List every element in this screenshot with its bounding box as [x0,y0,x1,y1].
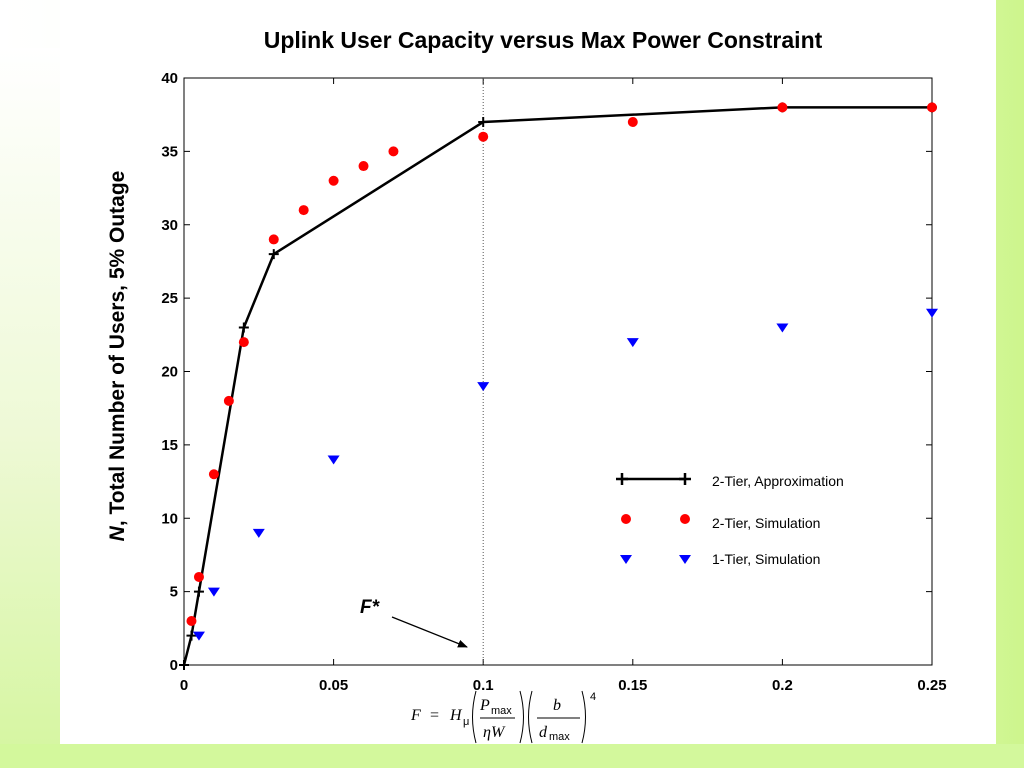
data-point-approximation [238,322,249,333]
y-tick-label: 0 [170,657,178,674]
data-point-2tier-simulation [208,469,219,480]
formula-d: d [539,724,548,741]
data-point-2tier-simulation [328,175,339,186]
y-tick-label: 15 [161,437,178,454]
legend-marker-plus-1 [616,473,628,485]
data-point-1tier-simulation [926,308,938,318]
formula-b: b [553,697,561,714]
data-point-1tier-simulation [776,323,789,333]
formula-paren-open-1 [472,690,477,744]
formula-equals: = [430,707,439,724]
data-point-approximation [478,117,489,128]
plot-frame [183,77,933,666]
data-point-approximation [186,630,197,641]
formula-paren-close-2 [581,690,586,744]
formula-etaW: ηW [483,724,506,741]
legend: 2-Tier, Approximation 2-Tier, Simulation… [616,473,844,567]
background-strip-left [0,48,60,748]
data-point-2tier-simulation [927,102,937,113]
data-point-1tier-simulation [207,587,220,597]
x-tick-label: 0.25 [917,677,946,694]
plot-area: 0 0.05 0.1 0.15 0.2 0.25 0 5 10 15 20 25 30 35 40 [161,70,946,694]
y-tick-label: 35 [161,143,178,160]
legend-label-approximation: 2-Tier, Approximation [712,473,844,489]
data-point-1tier-simulation [477,382,490,392]
y-tick-label: 30 [161,217,178,234]
x-tick-label: 0.15 [618,677,647,694]
formula-Pmax-sub: max [491,705,512,717]
legend-marker-circle-1 [621,514,631,524]
y-tick-label: 5 [170,584,178,601]
y-axis-label-text: Total Number of Users, 5% Outage [106,171,129,515]
f-star-annotation: F* [360,597,468,648]
slide-panel [60,0,996,744]
f-star-label: F* [360,597,381,618]
background-strip-bottom [0,744,1024,768]
legend-marker-circle-2 [680,514,690,524]
data-point-2tier-simulation [193,571,204,582]
data-point-1tier-simulation [327,455,340,465]
data-point-2tier-simulation [223,395,234,406]
formula-paren-close-1 [519,690,524,744]
data-point-approximation [179,660,189,670]
formula-dmax-sub: max [549,731,570,743]
x-tick-label: 0.2 [772,677,793,694]
formula-mu: μ [463,716,469,728]
data-point-approximation [193,586,204,597]
legend-label-1tier-simulation: 1-Tier, Simulation [712,551,820,567]
data-point-2tier-simulation [186,615,197,626]
legend-item-1tier-simulation: 1-Tier, Simulation [620,551,820,567]
x-tick-label: 0 [180,677,188,694]
x-tick-label: 0.1 [473,677,494,694]
data-point-1tier-simulation [252,528,265,538]
y-tick-label: 20 [161,364,178,381]
y-axis-label-sep: , [106,515,129,527]
formula-P: P [479,697,490,714]
series-line-approximation [182,106,932,666]
data-point-2tier-simulation [777,102,788,113]
legend-marker-triangle-1 [620,555,632,564]
formula-paren-open-2 [528,690,533,744]
chart-title: Uplink User Capacity versus Max Power Co… [264,27,823,53]
legend-label-2tier-simulation: 2-Tier, Simulation [712,515,820,531]
data-point-1tier-simulation [626,338,639,348]
data-point-2tier-simulation [298,205,309,216]
data-point-2tier-simulation [627,117,638,128]
data-point-2tier-simulation [478,131,489,142]
y-axis-label: N, Total Number of Users, 5% Outage [106,171,129,542]
formula-exponent: 4 [590,691,596,703]
y-tick-label: 10 [161,510,178,527]
legend-item-2tier-simulation: 2-Tier, Simulation [621,514,820,531]
legend-marker-triangle-2 [679,555,691,564]
data-point-2tier-simulation [238,337,249,348]
data-point-2tier-simulation [268,234,279,245]
legend-marker-plus-2 [679,473,691,485]
x-axis-formula: F = H μ P max ηW b d max 4 [410,690,596,744]
data-point-2tier-simulation [358,161,369,172]
x-tick-label: 0.05 [319,677,348,694]
y-tick-label: 40 [161,70,178,87]
data-point-approximation [268,249,279,260]
data-point-2tier-simulation [388,146,399,157]
data-point-1tier-simulation [192,631,205,641]
f-star-arrow [391,616,468,648]
legend-item-approximation: 2-Tier, Approximation [616,473,844,489]
y-tick-label: 25 [161,290,178,307]
formula-H: H [449,707,463,724]
formula-lhs: F [410,707,421,724]
y-axis-label-variable: N [106,525,129,541]
